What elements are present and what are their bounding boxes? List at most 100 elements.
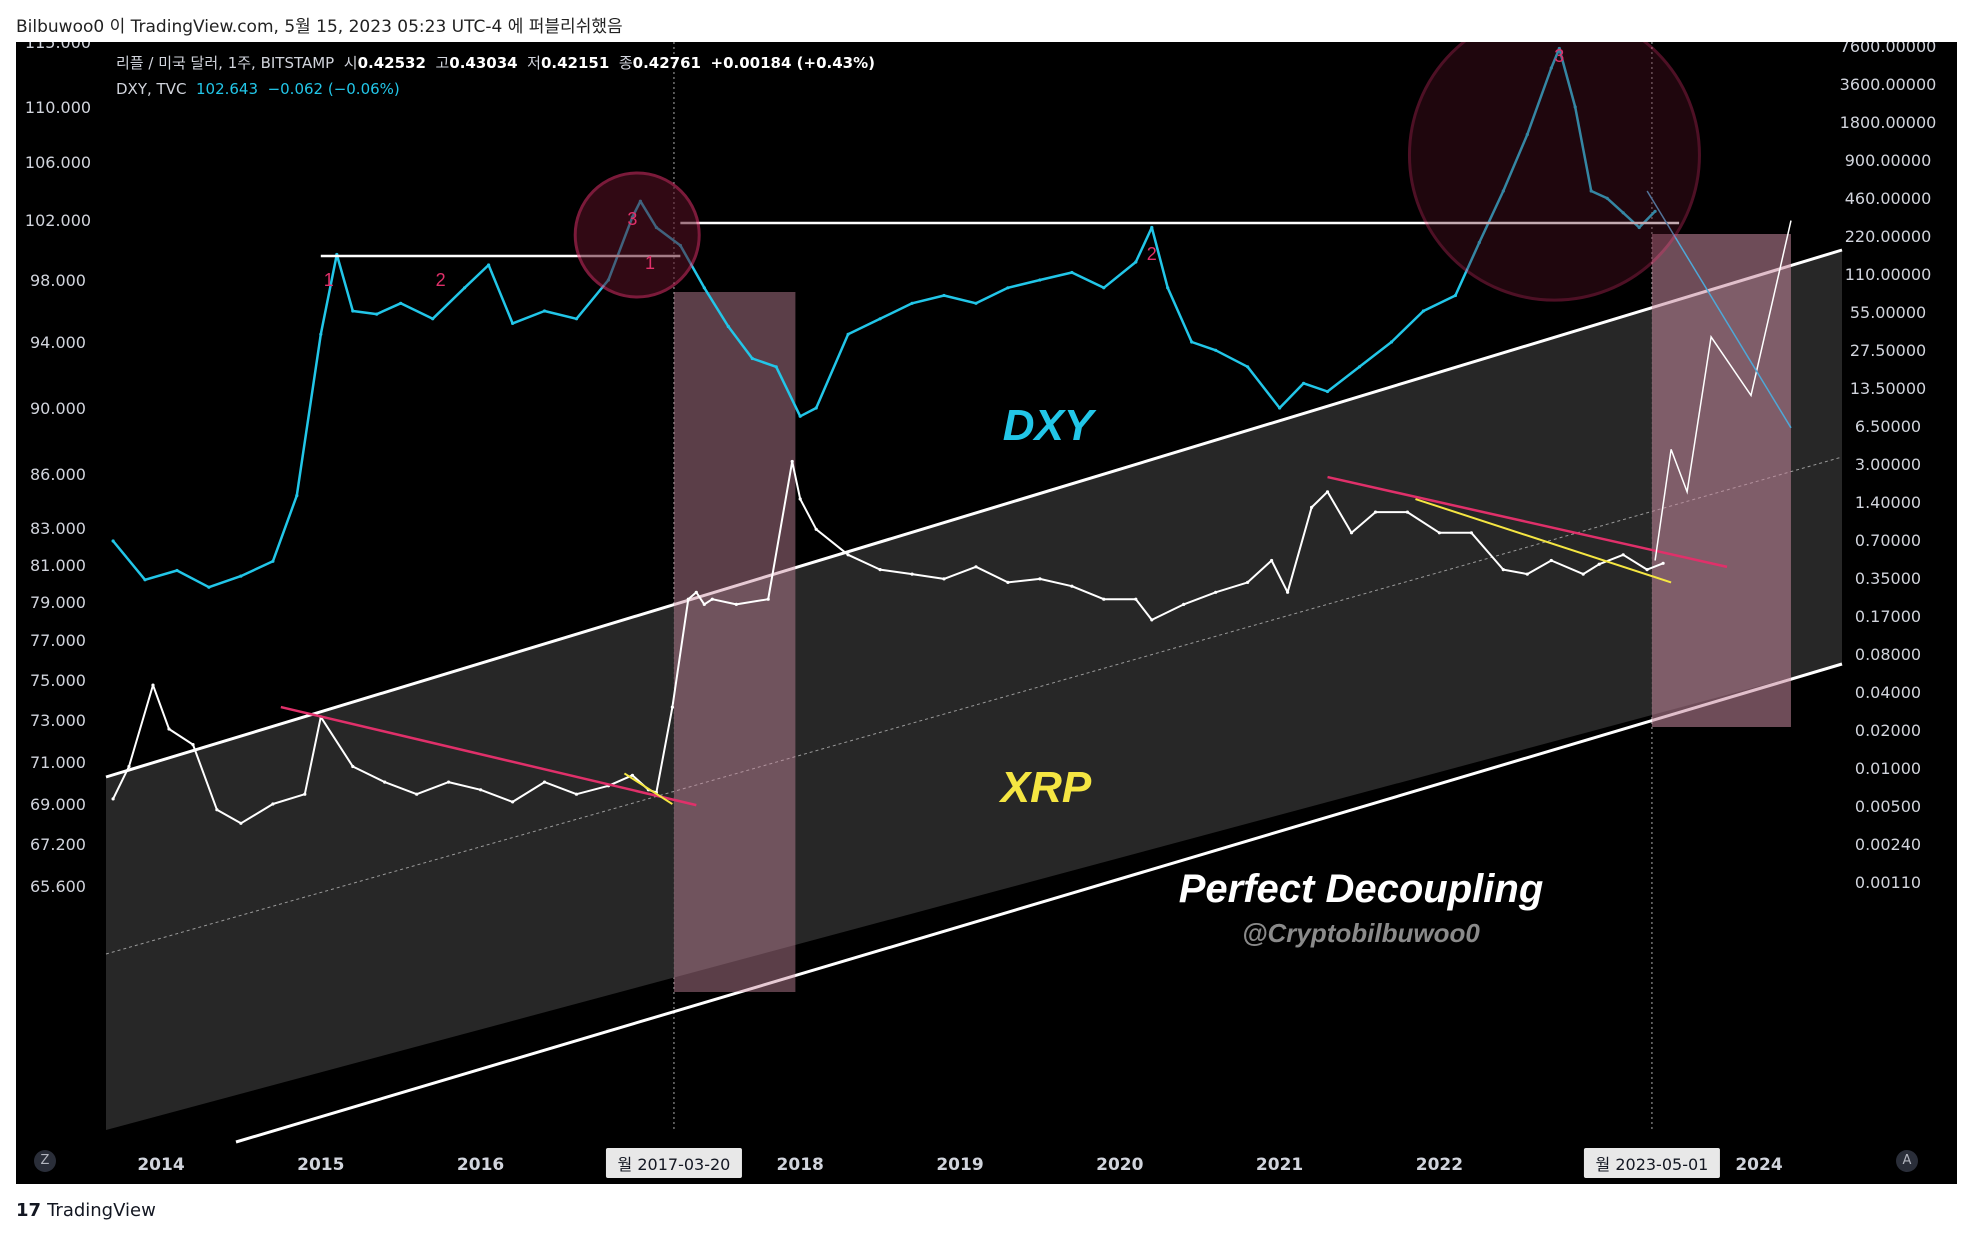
right-axis-tick: 27.50000 bbox=[1850, 341, 1926, 360]
right-axis-tick: 3600.00000 bbox=[1840, 75, 1937, 94]
xrp-big-label: XRP bbox=[998, 763, 1092, 812]
dxy-point bbox=[974, 301, 978, 305]
xrp-point bbox=[694, 590, 698, 594]
dxy-point bbox=[1070, 270, 1074, 275]
dxy-point bbox=[1006, 286, 1010, 290]
low-label: 저 bbox=[527, 54, 541, 72]
xrp-point bbox=[766, 597, 770, 601]
dxy-point bbox=[1525, 132, 1529, 137]
right-axis-tick: 0.35000 bbox=[1855, 569, 1921, 588]
xrp-point bbox=[910, 572, 914, 576]
date-label-box bbox=[1583, 1148, 1720, 1178]
date-label-text: 월 2023-05-01 bbox=[1596, 1155, 1709, 1174]
dxy-point bbox=[750, 356, 754, 361]
dxy-point bbox=[878, 317, 882, 321]
wave-label: 3 bbox=[627, 209, 637, 229]
xrp-point bbox=[702, 602, 706, 607]
x-axis-tick: 2019 bbox=[936, 1155, 983, 1175]
axis-layer: 115.000 110.000 106.000 102.000 98.000 94.000… bbox=[25, 42, 1936, 1178]
right-axis-tick: 0.04000 bbox=[1855, 683, 1921, 702]
xrp-point bbox=[790, 459, 794, 464]
xrp-point bbox=[814, 527, 818, 531]
dxy-legend-title: DXY, TVC bbox=[116, 80, 187, 98]
xrp-point bbox=[1525, 572, 1529, 576]
x-axis-tick: 2018 bbox=[777, 1155, 824, 1175]
xrp-point bbox=[1437, 531, 1441, 535]
dxy-point bbox=[1453, 293, 1457, 298]
open-label: 시 bbox=[343, 54, 358, 72]
xrp-point bbox=[734, 602, 738, 607]
dxy-point bbox=[175, 568, 179, 573]
dxy-value: 102.643 bbox=[195, 80, 259, 98]
tradingview-logo-icon: 𝟭𝟳 bbox=[16, 1200, 42, 1221]
dxy-point bbox=[726, 324, 730, 329]
xrp-projection-path bbox=[1654, 220, 1792, 561]
dxy-point bbox=[1637, 225, 1641, 230]
xrp-point bbox=[1214, 590, 1218, 594]
dxy-point bbox=[1621, 211, 1625, 215]
dxy-point bbox=[431, 317, 435, 321]
xrp-downtrend-2021 bbox=[1327, 475, 1728, 569]
dxy-point bbox=[702, 286, 706, 290]
dxy-point bbox=[1038, 278, 1042, 282]
xrp-point bbox=[1581, 572, 1585, 576]
xrp-point bbox=[1310, 505, 1314, 509]
left-axis-tick: 86.000 bbox=[30, 465, 86, 484]
left-axis-tick: 106.000 bbox=[25, 153, 91, 172]
xrp-point bbox=[1286, 590, 1290, 594]
xrp-point bbox=[878, 568, 882, 572]
dxy-point bbox=[1653, 209, 1657, 213]
xrp-point bbox=[167, 727, 171, 731]
dxy-point bbox=[1134, 260, 1138, 264]
xrp-point bbox=[239, 821, 243, 825]
xrp-point bbox=[447, 780, 451, 784]
chart-title-text: Perfect Decoupling bbox=[1179, 867, 1544, 911]
x-axis-tick: 2014 bbox=[137, 1155, 184, 1175]
right-axis-tick: 900.00000 bbox=[1845, 151, 1932, 170]
xrp-point bbox=[1038, 577, 1042, 581]
left-axis-tick: 77.000 bbox=[30, 631, 86, 650]
dxy-point bbox=[207, 585, 211, 589]
left-axis-tick: 90.000 bbox=[30, 399, 86, 418]
auto-scale-button[interactable]: A bbox=[1896, 1150, 1918, 1172]
xrp-point bbox=[1070, 584, 1074, 588]
xrp-point bbox=[942, 577, 946, 581]
x-axis-tick: 2024 bbox=[1735, 1155, 1782, 1175]
xrp-point bbox=[1325, 490, 1330, 494]
right-axis-tick: 7600.00000 bbox=[1840, 42, 1937, 56]
right-axis-tick: 1.40000 bbox=[1855, 493, 1921, 512]
dxy-point bbox=[399, 301, 403, 305]
dxy-point bbox=[1102, 286, 1106, 290]
tradingview-brand[interactable]: 𝟭𝟳 TradingView bbox=[16, 1200, 156, 1221]
xrp-point bbox=[846, 553, 850, 557]
timezone-button[interactable]: Z bbox=[34, 1150, 56, 1172]
xrp-point bbox=[974, 565, 978, 569]
dxy-big-label: DXY bbox=[1003, 401, 1097, 450]
chart-canvas[interactable]: 1 2 3 1 2 3 DXY XRP Perfect Decoupling @Cryptobil… bbox=[16, 42, 1957, 1184]
channel-lower-line bbox=[235, 662, 1843, 1144]
xrp-point bbox=[630, 773, 635, 777]
right-axis-tick: 0.01000 bbox=[1855, 759, 1921, 778]
dxy-point bbox=[1549, 66, 1553, 70]
dxy-point bbox=[1214, 348, 1218, 352]
chart-frame[interactable]: 1 2 3 1 2 3 DXY XRP Perfect Decoupling @Cryptobil… bbox=[16, 42, 1957, 1184]
right-axis-tick: 13.50000 bbox=[1850, 379, 1926, 398]
channel-fill bbox=[106, 250, 1842, 1130]
dxy-point bbox=[1573, 105, 1577, 109]
xrp-point bbox=[415, 792, 419, 796]
dxy-projection-arrow bbox=[1646, 190, 1792, 429]
dxy-point bbox=[1477, 240, 1481, 245]
dxy-point bbox=[111, 539, 115, 543]
dxy-point bbox=[1389, 340, 1394, 344]
dxy-point bbox=[542, 309, 547, 313]
xrp-downtrend-2015 bbox=[280, 705, 697, 807]
dxy-legend: DXY, TVC 102.643 −0.062 (−0.06%) bbox=[116, 80, 400, 98]
left-axis-tick: 75.000 bbox=[30, 671, 86, 690]
dxy-point bbox=[1589, 189, 1593, 193]
xrp-point bbox=[1182, 602, 1186, 607]
right-axis-tick: 6.50000 bbox=[1855, 417, 1921, 436]
x-axis-tick: 2016 bbox=[457, 1155, 504, 1175]
dxy-point bbox=[942, 293, 946, 298]
left-axis-tick: 71.000 bbox=[30, 753, 86, 772]
dxy-point bbox=[487, 263, 491, 267]
